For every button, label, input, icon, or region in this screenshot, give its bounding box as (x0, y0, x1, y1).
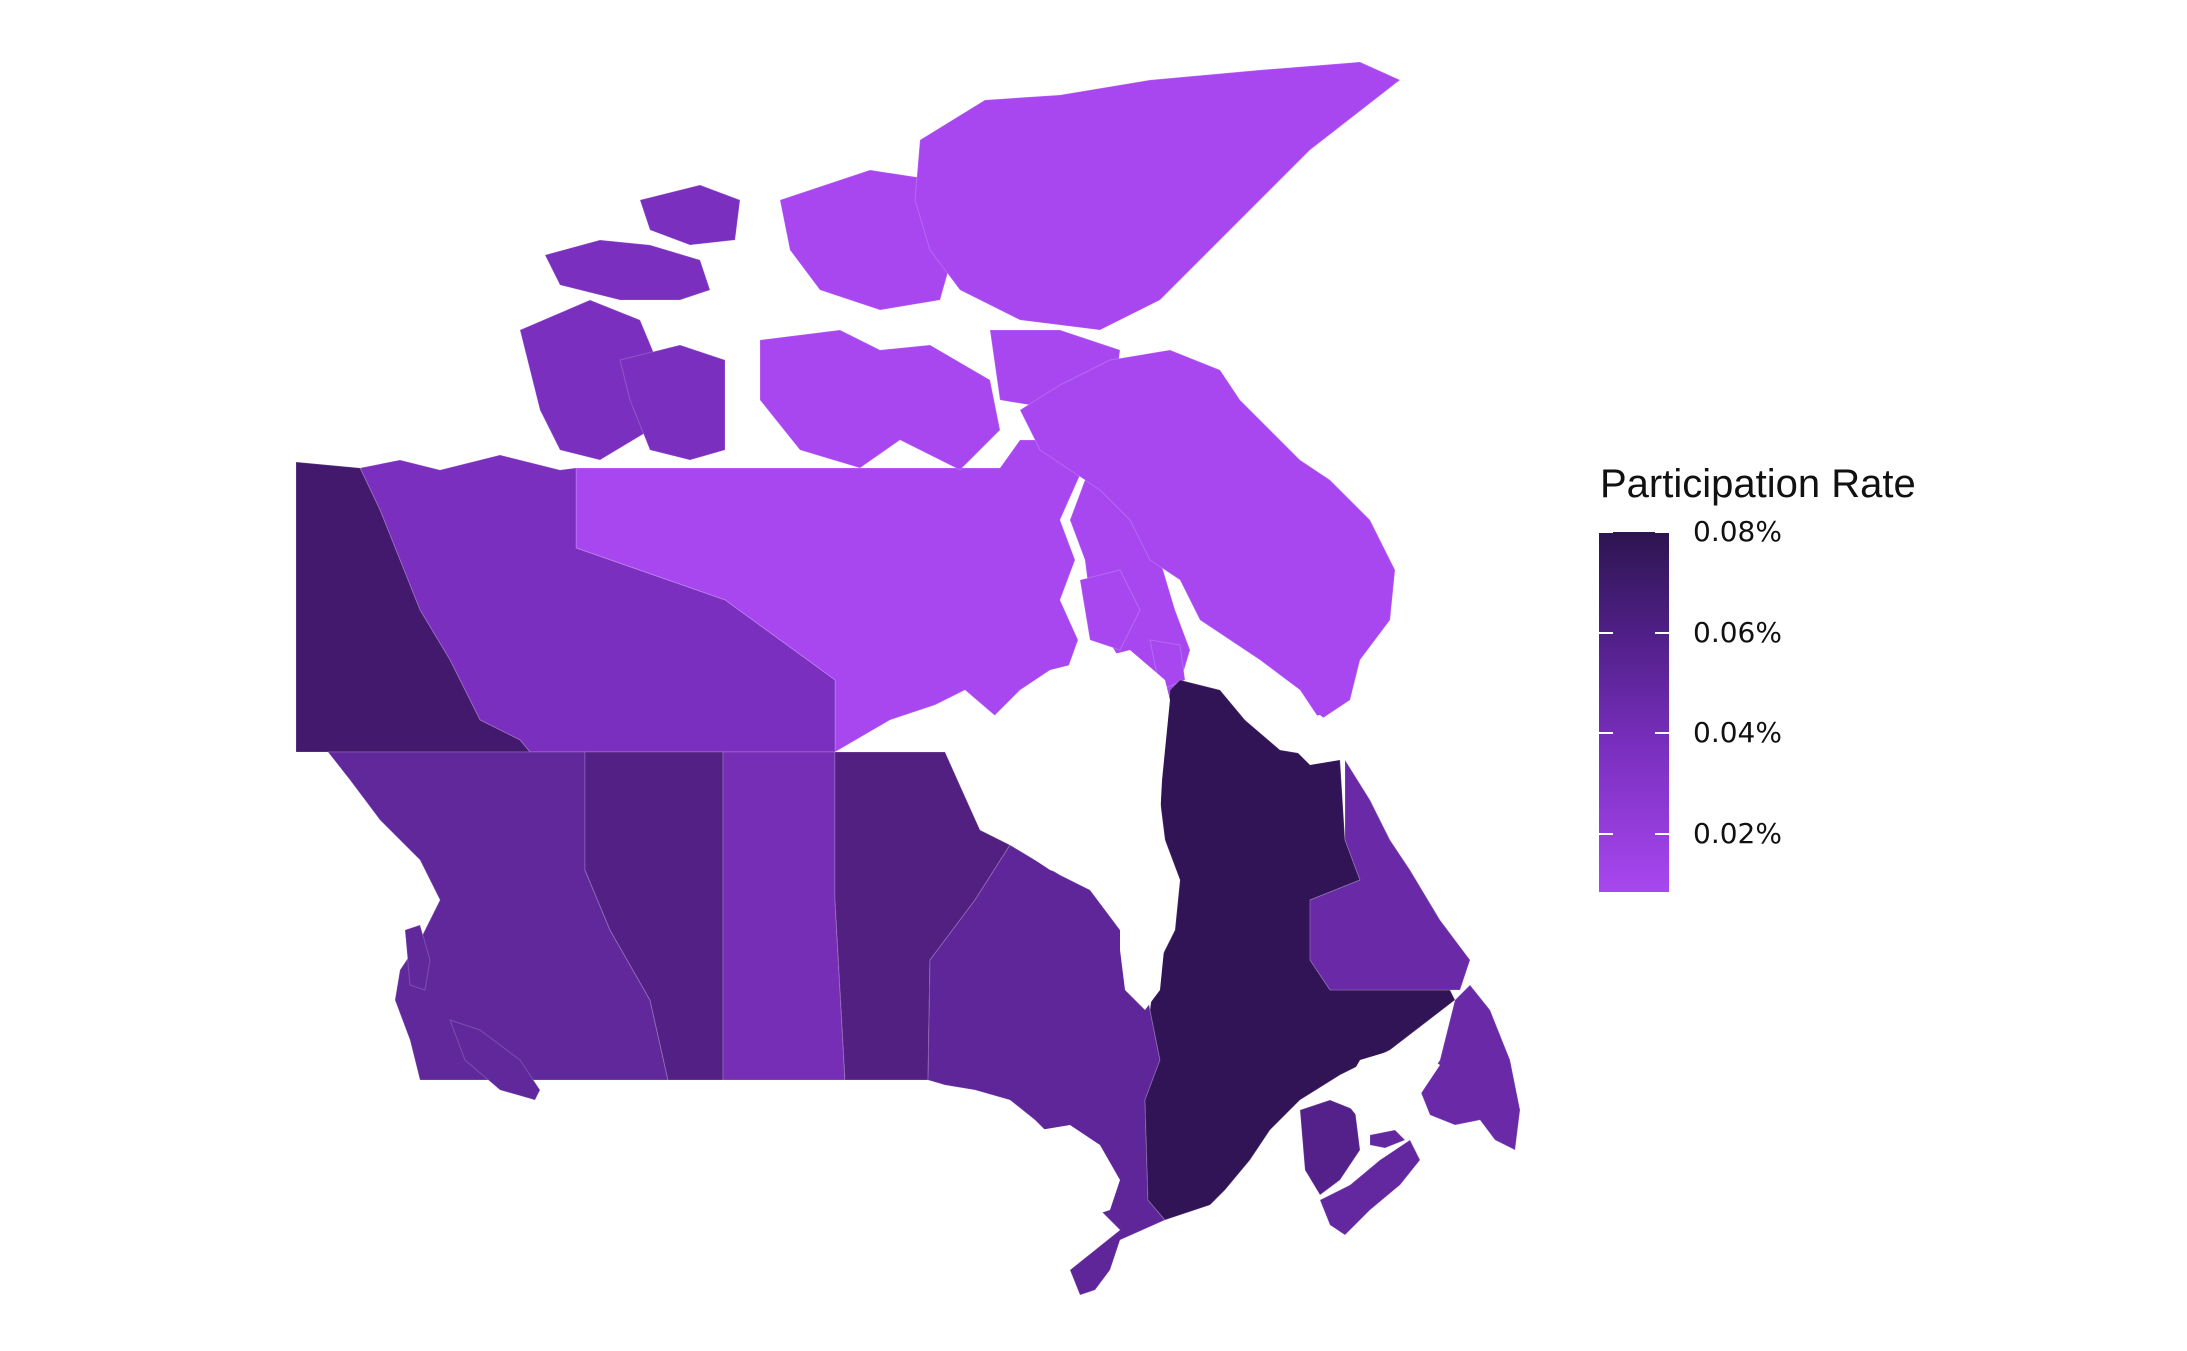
legend-tick-mark-left (1599, 732, 1613, 735)
legend-tick-label: 0.02% (1693, 817, 1782, 851)
great-lakes-water (1040, 1125, 1120, 1220)
region-saskatchewan (722, 751, 846, 1081)
region-bc-vancouver-island (449, 1019, 541, 1101)
region-labrador (1309, 759, 1471, 991)
legend-tick-mark-left (1599, 833, 1613, 836)
region-bc-haida-gwaii (404, 924, 431, 991)
region-nunavut-baffin (1019, 349, 1396, 721)
legend-title: Participation Rate (1600, 462, 1916, 506)
james-bay-water (1120, 900, 1165, 1010)
region-pei (1369, 1129, 1406, 1149)
region-nunavut-queen-elizabeth (779, 169, 961, 311)
legend-tick-label: 0.04% (1693, 716, 1782, 750)
legend-tick-mark-right (1655, 732, 1669, 735)
region-nwt-victoria (619, 344, 726, 461)
legend-tick-mark-left (1599, 531, 1613, 533)
region-new-brunswick (1299, 1099, 1361, 1196)
legend-tick-mark-right (1655, 631, 1669, 634)
region-nunavut-southampton (1079, 569, 1141, 651)
ungava-bay-water (1290, 715, 1345, 765)
legend-tick-mark-right (1655, 531, 1669, 533)
region-nova-scotia (1319, 1139, 1421, 1236)
legend-colorbar (1599, 532, 1669, 892)
gulf-of-st-lawrence-water (1340, 1045, 1440, 1125)
legend-tick-mark-left (1599, 631, 1613, 634)
region-nunavut-islands (759, 329, 1001, 471)
legend-tick-label: 0.06% (1693, 615, 1782, 649)
region-nwt-banks (519, 299, 666, 461)
hudson-bay-water (955, 650, 1175, 940)
legend-tick-label: 0.08% (1693, 515, 1782, 548)
legend-tick-mark-right (1655, 833, 1669, 836)
region-nwt-melville (544, 239, 711, 301)
region-nunavut-ellesmere (914, 61, 1401, 331)
region-nwt-prince-patrick (639, 184, 741, 246)
